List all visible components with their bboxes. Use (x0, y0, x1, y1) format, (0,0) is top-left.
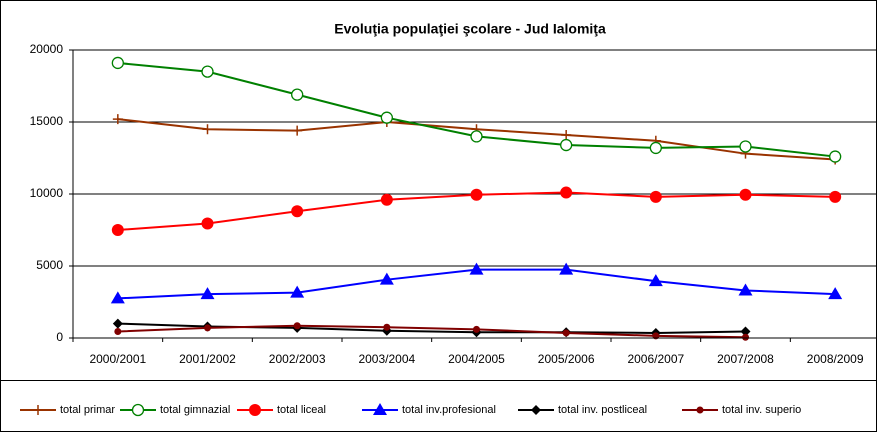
x-tick-label: 2008/2009 (807, 352, 864, 366)
data-point (112, 318, 123, 329)
data-point (290, 285, 305, 298)
legend-label: total liceal (277, 404, 326, 416)
data-point (112, 114, 123, 125)
legend-marker (33, 405, 43, 415)
legend-marker (373, 403, 387, 415)
legend-marker (696, 406, 704, 414)
y-tick-label: 0 (56, 330, 63, 344)
data-point (649, 190, 662, 203)
data-point (200, 287, 215, 300)
legend-marker (249, 404, 261, 416)
data-point (648, 274, 663, 287)
data-point (380, 111, 393, 124)
data-point (559, 262, 574, 275)
data-point (560, 138, 573, 152)
data-point (201, 65, 214, 78)
data-point (470, 130, 483, 143)
data-point (111, 224, 124, 236)
data-point (383, 323, 391, 331)
x-tick-label: 2006/2007 (627, 352, 684, 366)
y-tick-label: 5000 (36, 258, 63, 272)
data-point (738, 283, 753, 296)
data-point (292, 125, 303, 136)
legend-marker (131, 403, 145, 417)
data-point (201, 217, 214, 230)
data-point (114, 328, 122, 336)
y-tick-label: 20000 (30, 42, 64, 56)
data-point (562, 329, 570, 337)
data-point (739, 188, 752, 201)
data-point (742, 333, 749, 341)
x-tick-label: 2001/2002 (179, 352, 236, 366)
data-point (202, 124, 213, 135)
data-point (293, 322, 301, 330)
data-point (379, 272, 394, 285)
x-tick-label: 2003/2004 (358, 352, 415, 366)
data-point (470, 188, 483, 201)
legend-marker (531, 405, 541, 415)
data-point (739, 140, 752, 153)
legend-label: total primar (60, 404, 115, 416)
data-point (111, 56, 124, 70)
series-line (117, 324, 746, 339)
data-point (560, 186, 573, 199)
legend-label: total gimnazial (160, 404, 230, 416)
data-point (380, 193, 393, 206)
data-point (469, 262, 484, 275)
chart-title: Evoluţia populaţiei şcolare - Jud Ialomi… (334, 21, 606, 37)
data-point (561, 129, 572, 140)
data-point (291, 205, 304, 218)
data-point (828, 287, 843, 300)
data-point (649, 141, 662, 155)
data-point (204, 324, 211, 332)
y-tick-label: 10000 (30, 186, 64, 200)
x-tick-label: 2005/2006 (538, 352, 595, 366)
data-point (473, 325, 480, 333)
x-tick-label: 2007/2008 (717, 352, 774, 366)
data-point (110, 291, 125, 304)
data-point (740, 326, 751, 337)
x-tick-label: 2004/2005 (448, 352, 505, 366)
data-point (291, 88, 304, 101)
legend-label: total inv. postliceal (558, 404, 647, 416)
legend-label: total inv.profesional (402, 404, 496, 416)
data-point (829, 150, 842, 163)
x-tick-label: 2000/2001 (89, 352, 146, 366)
y-tick-label: 15000 (30, 114, 64, 128)
x-tick-label: 2002/2003 (269, 352, 326, 366)
legend-label: total inv. superio (722, 404, 801, 416)
data-point (829, 190, 842, 203)
